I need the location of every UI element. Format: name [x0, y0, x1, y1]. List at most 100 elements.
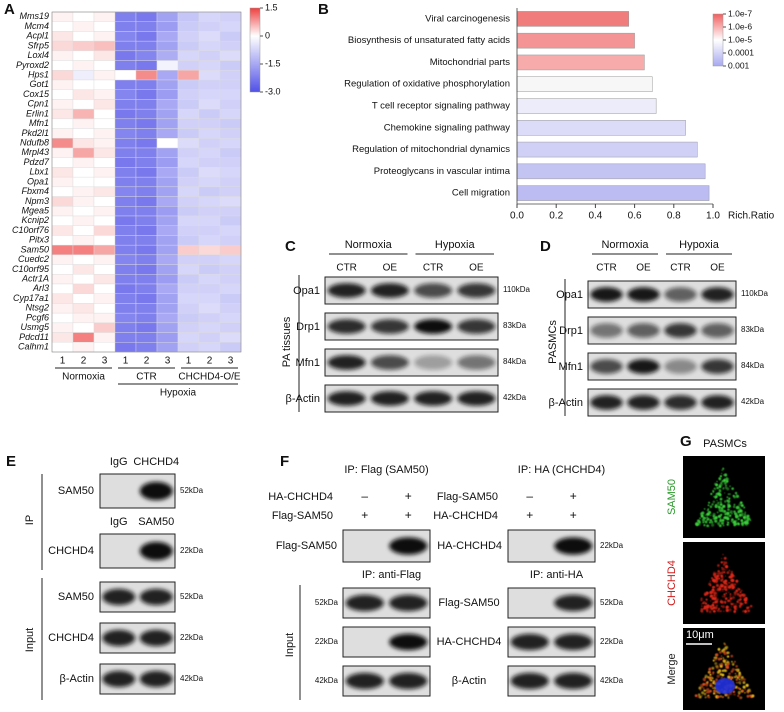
fluorescence-dot [745, 601, 747, 604]
fluorescence-dot [709, 505, 713, 509]
blot-band [327, 283, 366, 298]
fluorescence-dot [697, 523, 699, 526]
fluorescence-dot [725, 608, 729, 612]
heatmap-cell [93, 79, 116, 90]
fluorescence-dot [728, 596, 730, 598]
fluorescence-dot [716, 609, 720, 613]
fluorescence-dot [698, 686, 702, 690]
gene-label: Sfrp5 [27, 40, 50, 50]
heatmap-cell [93, 157, 116, 168]
heatmap-cell [114, 264, 137, 275]
fluorescence-dot [716, 572, 718, 574]
fluorescence-dot [726, 566, 729, 568]
heatmap-cell [177, 254, 200, 265]
heatmap-cell [93, 274, 116, 285]
blot-band [590, 395, 623, 410]
heatmap-cell [135, 293, 158, 304]
blot-band [389, 672, 428, 690]
heatmap-cell [114, 244, 137, 256]
fluorescence-dot [730, 654, 734, 658]
heatmap-cell [219, 206, 242, 217]
blot-band [414, 355, 453, 370]
fluorescence-dot [720, 575, 724, 579]
fluorescence-dot [737, 518, 740, 521]
blot-band [457, 319, 496, 334]
fluorescence-dot [741, 515, 744, 517]
fluorescence-dot [708, 667, 712, 670]
heatmap-cell [219, 128, 242, 139]
fluorescence-dot [734, 512, 736, 515]
category-label: Cell migration [452, 188, 510, 199]
heatmap-cell [135, 11, 158, 22]
fluorescence-dot [728, 584, 732, 588]
category-label: Mitochondrial parts [430, 57, 511, 68]
fluorescence-dot [709, 606, 713, 610]
fluorescence-dot [729, 512, 732, 514]
fluorescence-dot [703, 508, 706, 510]
gene-label: Calhm1 [18, 342, 49, 352]
fluorescence-dot [747, 688, 751, 693]
heatmap-cell [198, 70, 221, 81]
gene-label: Opa1 [27, 176, 49, 186]
heatmap-cell [114, 206, 137, 217]
fluorescence-dot [730, 576, 733, 579]
blot-band [554, 672, 593, 690]
fluorescence-dot [722, 657, 724, 659]
heatmap-cell [156, 31, 179, 42]
micrograph [683, 542, 765, 624]
heatmap-cell [198, 147, 221, 158]
fluorescence-dot [718, 651, 722, 654]
heatmap-cell [177, 157, 200, 168]
fluorescence-dot [719, 695, 723, 698]
scale-bar-label: 10μm [686, 629, 714, 641]
ip-caption: IP: anti-Flag [362, 569, 421, 581]
heatmap-cell [156, 89, 179, 100]
gene-label: Usmg5 [20, 322, 50, 332]
blot-band [457, 283, 496, 298]
heatmap-cell [156, 79, 179, 90]
fluorescence-dot [727, 675, 731, 679]
fluorescence-dot [702, 687, 705, 690]
heatmap-cell [51, 157, 74, 168]
heatmap-cell [135, 235, 158, 246]
gene-label: Ndufb8 [20, 138, 49, 148]
blot-band [590, 323, 623, 338]
fluorescence-dot [738, 509, 743, 513]
protein-label: Mfn1 [559, 361, 583, 373]
fluorescence-dot [730, 578, 734, 582]
heatmap-cell [135, 283, 158, 294]
lane-label: CHCHD4 [133, 456, 179, 468]
fluorescence-dot [709, 600, 712, 602]
heatmap-cell [72, 225, 95, 236]
column-label: 2 [144, 356, 150, 367]
fluorescence-dot [719, 503, 723, 507]
heatmap-cell [135, 138, 158, 149]
heatmap-cell [135, 215, 158, 226]
heatmap-cell [72, 254, 95, 265]
blot-band [664, 287, 697, 302]
lane-label: CTR [670, 263, 691, 274]
fluorescence-dot [720, 605, 723, 607]
fluorescence-dot [731, 602, 735, 606]
fluorescence-dot [716, 674, 720, 678]
fluorescence-dot [707, 508, 710, 510]
fluorescence-dot [709, 594, 713, 598]
heatmap-cell [177, 225, 200, 236]
fluorescence-dot [721, 673, 725, 677]
heatmap-colorbar [249, 7, 261, 93]
fluorescence-dot [699, 689, 702, 691]
size-label: 42kDa [741, 397, 765, 406]
blot [324, 276, 499, 305]
heatmap-cell [114, 60, 137, 71]
gene-label: Got1 [29, 79, 49, 89]
heatmap-cell [135, 332, 158, 343]
fluorescence-dot [711, 603, 715, 607]
size-label: 22kDa [180, 633, 204, 642]
column-label: 3 [102, 356, 108, 367]
size-label: 84kDa [741, 361, 765, 370]
blot-band [457, 391, 496, 406]
heatmap-cell [219, 186, 242, 197]
fluorescence-dot [732, 494, 735, 497]
fluorescence-dot [723, 473, 728, 477]
